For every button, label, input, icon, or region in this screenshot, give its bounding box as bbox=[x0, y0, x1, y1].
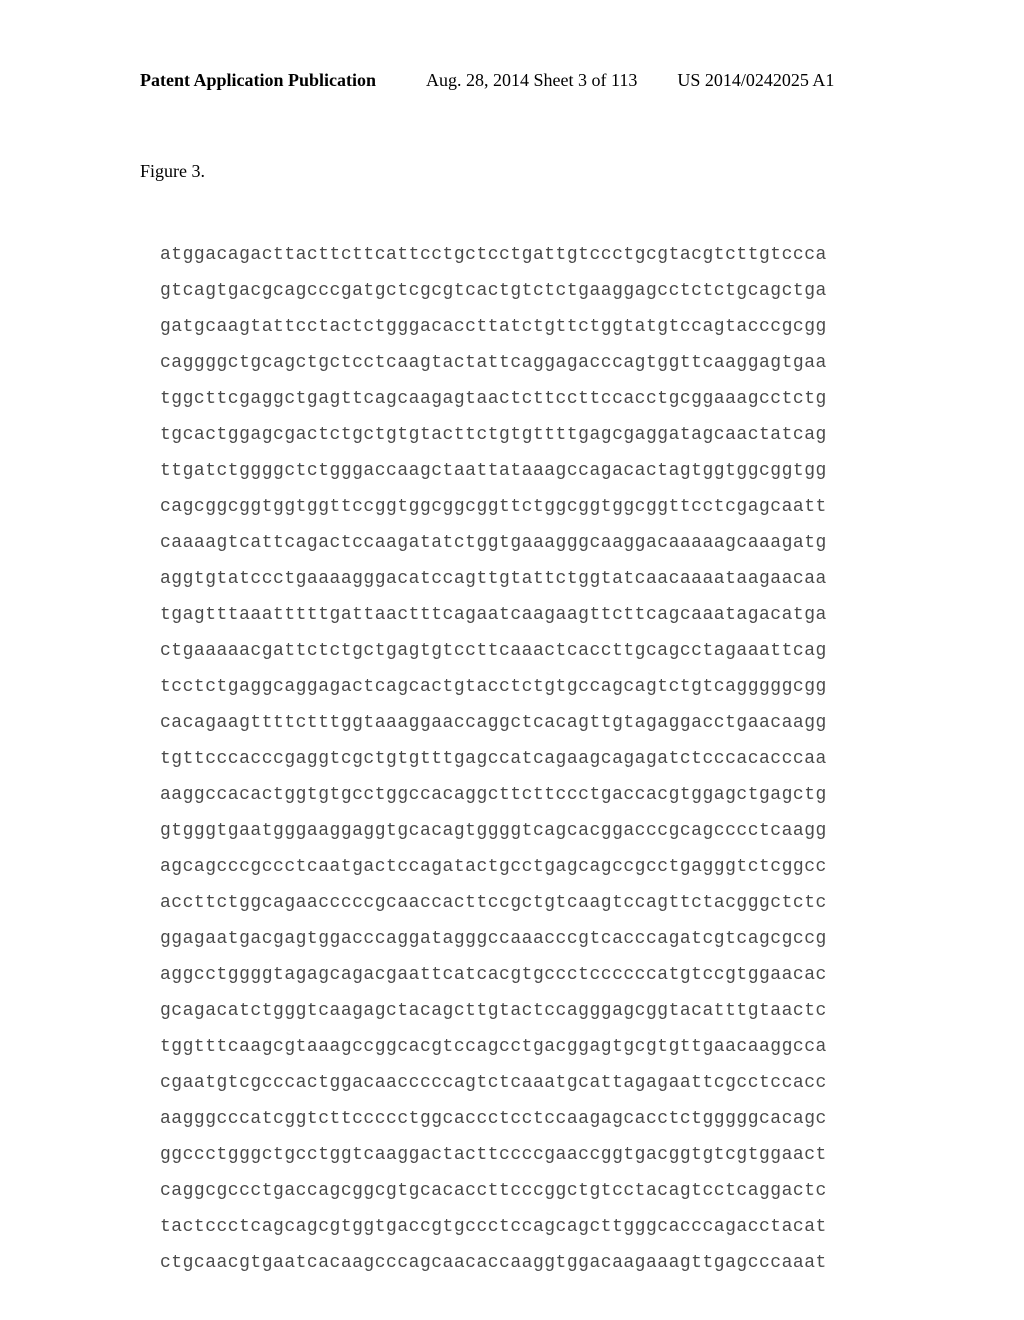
sequence-line: ggccctgggctgcctggtcaaggactacttccccgaaccg… bbox=[160, 1137, 924, 1173]
sequence-line: cagcggcggtggtggttccggtggcggcggttctggcggt… bbox=[160, 489, 924, 525]
sequence-line: gcagacatctgggtcaagagctacagcttgtactccaggg… bbox=[160, 993, 924, 1029]
sequence-line: agcagcccgccctcaatgactccagatactgcctgagcag… bbox=[160, 849, 924, 885]
sequence-block: atggacagacttacttcttcattcctgctcctgattgtcc… bbox=[160, 237, 924, 1281]
sequence-line: aggtgtatccctgaaaagggacatccagttgtattctggt… bbox=[160, 561, 924, 597]
sequence-line: caggcgccctgaccagcggcgtgcacaccttcccggctgt… bbox=[160, 1173, 924, 1209]
sequence-line: ctgcaacgtgaatcacaagcccagcaacaccaaggtggac… bbox=[160, 1245, 924, 1281]
sequence-line: tgttcccacccgaggtcgctgtgtttgagccatcagaagc… bbox=[160, 741, 924, 777]
page-header: Patent Application Publication Aug. 28, … bbox=[140, 70, 924, 91]
sequence-line: aagggcccatcggtcttccccctggcaccctcctccaaga… bbox=[160, 1101, 924, 1137]
header-patent-number: US 2014/0242025 A1 bbox=[677, 70, 834, 91]
sequence-line: ggagaatgacgagtggacccaggatagggccaaacccgtc… bbox=[160, 921, 924, 957]
header-date-sheet: Aug. 28, 2014 Sheet 3 of 113 bbox=[426, 70, 637, 91]
sequence-line: aaggccacactggtgtgcctggccacaggcttcttccctg… bbox=[160, 777, 924, 813]
sequence-line: gatgcaagtattcctactctgggacaccttatctgttctg… bbox=[160, 309, 924, 345]
sequence-line: tactccctcagcagcgtggtgaccgtgccctccagcagct… bbox=[160, 1209, 924, 1245]
sequence-line: caggggctgcagctgctcctcaagtactattcaggagacc… bbox=[160, 345, 924, 381]
sequence-line: accttctggcagaacccccgcaaccacttccgctgtcaag… bbox=[160, 885, 924, 921]
page-container: Patent Application Publication Aug. 28, … bbox=[0, 0, 1024, 1281]
sequence-line: tgcactggagcgactctgctgtgtacttctgtgttttgag… bbox=[160, 417, 924, 453]
sequence-line: atggacagacttacttcttcattcctgctcctgattgtcc… bbox=[160, 237, 924, 273]
sequence-line: cacagaagttttctttggtaaaggaaccaggctcacagtt… bbox=[160, 705, 924, 741]
sequence-line: ttgatctggggctctgggaccaagctaattataaagccag… bbox=[160, 453, 924, 489]
sequence-line: aggcctggggtagagcagacgaattcatcacgtgccctcc… bbox=[160, 957, 924, 993]
sequence-line: tgagtttaaatttttgattaactttcagaatcaagaagtt… bbox=[160, 597, 924, 633]
figure-label: Figure 3. bbox=[140, 161, 924, 182]
sequence-line: tggtttcaagcgtaaagccggcacgtccagcctgacggag… bbox=[160, 1029, 924, 1065]
sequence-line: gtcagtgacgcagcccgatgctcgcgtcactgtctctgaa… bbox=[160, 273, 924, 309]
sequence-line: gtgggtgaatgggaaggaggtgcacagtggggtcagcacg… bbox=[160, 813, 924, 849]
sequence-line: caaaagtcattcagactccaagatatctggtgaaagggca… bbox=[160, 525, 924, 561]
sequence-line: tggcttcgaggctgagttcagcaagagtaactcttccttc… bbox=[160, 381, 924, 417]
header-publication: Patent Application Publication bbox=[140, 70, 376, 91]
sequence-line: ctgaaaaacgattctctgctgagtgtccttcaaactcacc… bbox=[160, 633, 924, 669]
sequence-line: tcctctgaggcaggagactcagcactgtacctctgtgcca… bbox=[160, 669, 924, 705]
sequence-line: cgaatgtcgcccactggacaacccccagtctcaaatgcat… bbox=[160, 1065, 924, 1101]
